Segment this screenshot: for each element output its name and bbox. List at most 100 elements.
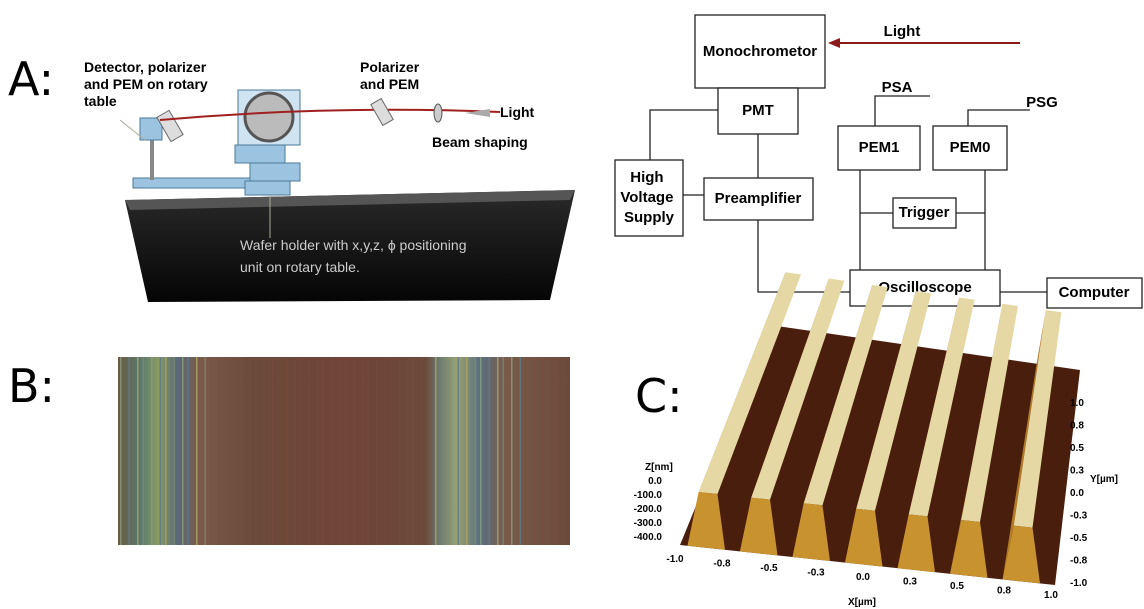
- stripe: [475, 357, 477, 545]
- stripe: [340, 357, 342, 545]
- line: Polarizer: [360, 59, 420, 75]
- line: Voltage: [620, 189, 673, 206]
- polarizer: [371, 99, 393, 126]
- line: table: [84, 93, 117, 109]
- x-tick-label: -0.5: [760, 563, 778, 574]
- stripe: [255, 357, 257, 545]
- panel-label: C:: [635, 369, 683, 423]
- beam-label: Beam shaping: [432, 134, 528, 150]
- stripe: [489, 357, 491, 545]
- box-label: Monochrometor: [703, 43, 817, 60]
- stripe: [182, 357, 184, 545]
- stripe: [376, 357, 378, 545]
- stage: [245, 181, 290, 195]
- stripe: [286, 357, 288, 545]
- stripe: [534, 357, 536, 545]
- stripe: [295, 357, 297, 545]
- y-tick-label: -0.5: [1070, 533, 1088, 544]
- stripe: [227, 357, 229, 545]
- panel-a: A: Detector, polarizer and PEM on rotary…: [8, 52, 575, 302]
- stage: [235, 145, 285, 163]
- stripe: [174, 357, 176, 545]
- stripe: [196, 357, 198, 545]
- stripe: [458, 357, 460, 545]
- figure: A: Detector, polarizer and PEM on rotary…: [0, 0, 1144, 609]
- stripe: [368, 357, 370, 545]
- psa-label: PSA: [882, 79, 913, 96]
- light-label: Light: [500, 104, 535, 120]
- panel-b: B:: [8, 357, 570, 545]
- stripe: [309, 357, 311, 545]
- wafer: [245, 93, 293, 141]
- stripe: [542, 357, 544, 545]
- stripe: [399, 357, 401, 545]
- stripe: [525, 357, 527, 545]
- stripe: [143, 357, 145, 545]
- x-tick-label: 1.0: [1044, 590, 1058, 601]
- block-diagram: Light Monochrometor PMT PSA PSG PEM1 PEM…: [615, 15, 1142, 308]
- stripe: [120, 357, 122, 545]
- line: unit on rotary table.: [240, 259, 360, 275]
- line: High: [630, 169, 663, 186]
- x-tick-label: -0.3: [807, 568, 825, 579]
- line: and PEM: [360, 76, 419, 92]
- line: and PEM on rotary: [84, 76, 208, 92]
- stripe: [250, 357, 252, 545]
- panel-c: C: Z[nm] Y[µm] X[µm] 0.0-100.0-200.0-300…: [634, 272, 1118, 608]
- stripe: [452, 357, 454, 545]
- arrow-head: [828, 38, 840, 48]
- stripe: [385, 357, 387, 545]
- y-tick-label: 0.8: [1070, 421, 1084, 432]
- psg-label: PSG: [1026, 94, 1058, 111]
- stripe: [272, 357, 274, 545]
- x-tick-label: 0.8: [997, 586, 1011, 597]
- stripe: [556, 357, 558, 545]
- stripe: [331, 357, 333, 545]
- line: Supply: [624, 209, 675, 226]
- beam: [160, 110, 500, 120]
- stripe: [151, 357, 153, 545]
- stripe: [354, 357, 356, 545]
- stripe: [444, 357, 446, 545]
- y-tick-label: 0.5: [1070, 443, 1084, 454]
- z-title: Z[nm]: [645, 462, 673, 473]
- line: Detector, polarizer: [84, 59, 207, 75]
- stripe: [520, 357, 522, 545]
- stripe: [300, 357, 302, 545]
- y-tick-label: -0.3: [1070, 511, 1088, 522]
- y-tick-label: 0.0: [1070, 488, 1084, 499]
- stripe: [565, 357, 567, 545]
- stripe: [503, 357, 505, 545]
- box-label: PEM1: [859, 139, 900, 156]
- stripe: [137, 357, 139, 545]
- stripe: [205, 357, 207, 545]
- x-tick-label: 0.0: [856, 572, 870, 583]
- stripe: [264, 357, 266, 545]
- stripe: [317, 357, 319, 545]
- stripe: [233, 357, 235, 545]
- stripe: [345, 357, 347, 545]
- light-label: Light: [884, 23, 921, 40]
- stripe: [241, 357, 243, 545]
- stripe: [219, 357, 221, 545]
- stripe: [323, 357, 325, 545]
- stripe: [511, 357, 513, 545]
- detector-label: Detector, polarizer and PEM on rotary ta…: [84, 59, 212, 109]
- stripe: [165, 357, 167, 545]
- stripe: [210, 357, 212, 545]
- stripe: [413, 357, 415, 545]
- x-title: X[µm]: [848, 597, 876, 608]
- x-tick-label: -1.0: [666, 554, 684, 565]
- box-label: Computer: [1059, 284, 1130, 301]
- stripe: [390, 357, 392, 545]
- stripe: [129, 357, 131, 545]
- stripe: [188, 357, 190, 545]
- y-tick-label: -0.8: [1070, 556, 1088, 567]
- stripe: [497, 357, 499, 545]
- z-tick-label: -200.0: [634, 504, 663, 515]
- x-tick-label: 0.5: [950, 581, 964, 592]
- panel-label: B:: [8, 359, 55, 413]
- z-tick-label: -100.0: [634, 490, 663, 501]
- stripe: [407, 357, 409, 545]
- stripe: [548, 357, 550, 545]
